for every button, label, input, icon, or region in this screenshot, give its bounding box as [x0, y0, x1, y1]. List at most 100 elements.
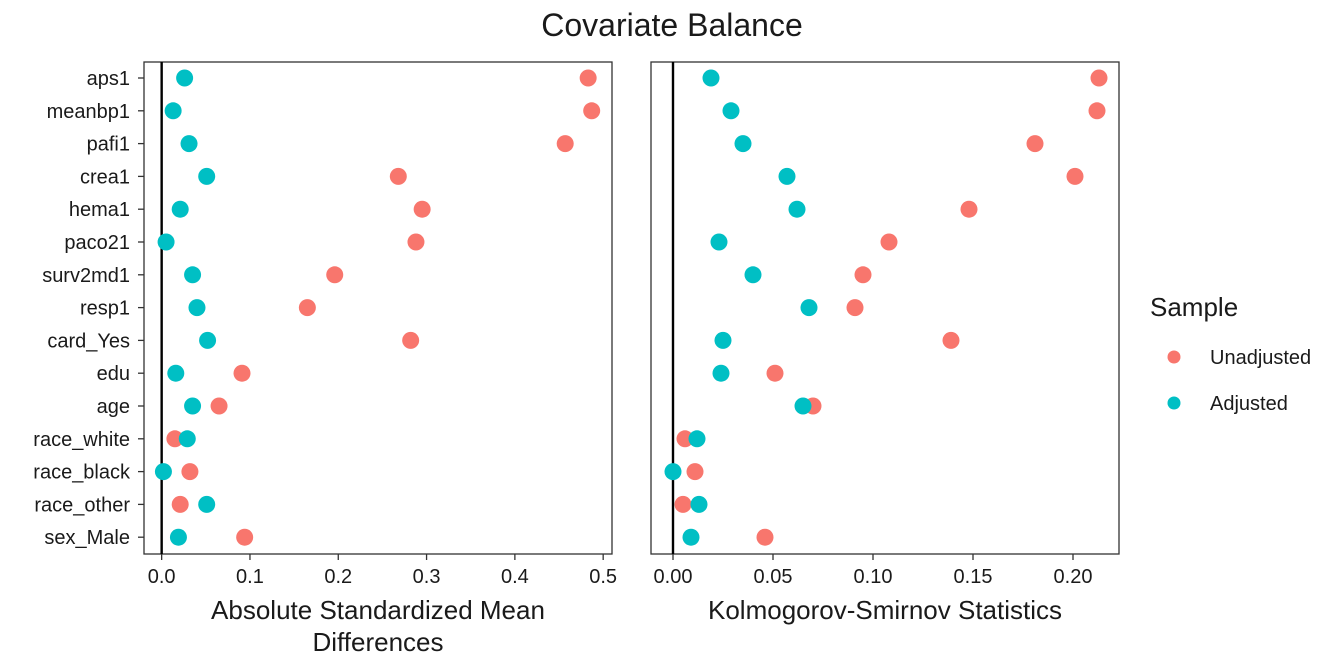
x-tick-label: 0.20 — [1054, 566, 1093, 588]
point-adjusted-pafi1 — [734, 135, 752, 153]
y-tick-label: aps1 — [87, 68, 130, 90]
point-adjusted-race_black — [154, 463, 172, 481]
point-unadjusted-race_white — [676, 430, 694, 448]
point-adjusted-hema1 — [788, 200, 806, 218]
x-tick-label: 0.5 — [589, 566, 617, 588]
y-tick-label: surv2md1 — [42, 265, 130, 287]
y-tick-label: race_white — [33, 429, 130, 451]
point-unadjusted-sex_Male — [236, 528, 254, 546]
y-tick-label: resp1 — [80, 298, 130, 320]
point-adjusted-crea1 — [778, 167, 796, 185]
y-tick-label: paco21 — [64, 232, 130, 254]
point-unadjusted-edu — [233, 364, 251, 382]
panel-1: aps1 meanbp1 pafi1 crea1 hema1 paco21 surv2md1… — [33, 61, 617, 657]
x-tick-label: 0.00 — [654, 566, 693, 588]
y-tick-label: sex_Male — [44, 527, 130, 549]
point-adjusted-aps1 — [176, 69, 194, 87]
point-unadjusted-resp1 — [846, 299, 864, 317]
point-unadjusted-race_black — [181, 463, 199, 481]
point-unadjusted-aps1 — [579, 69, 597, 87]
point-unadjusted-sex_Male — [756, 528, 774, 546]
point-adjusted-card_Yes — [199, 331, 217, 349]
point-unadjusted-paco21 — [407, 233, 425, 251]
point-unadjusted-meanbp1 — [1088, 102, 1106, 120]
y-tick-label: crea1 — [80, 166, 130, 188]
point-adjusted-aps1 — [702, 69, 720, 87]
point-adjusted-age — [184, 397, 202, 415]
point-unadjusted-hema1 — [413, 200, 431, 218]
y-tick-label: race_other — [34, 494, 130, 516]
point-unadjusted-aps1 — [1090, 69, 1108, 87]
point-unadjusted-pafi1 — [556, 135, 574, 153]
panel-2: 0.00 0.05 0.10 0.15 0.20 Kolmogorov-Smirnov S… — [650, 61, 1120, 625]
point-unadjusted-crea1 — [1066, 167, 1084, 185]
point-adjusted-edu — [712, 364, 730, 382]
point-adjusted-resp1 — [188, 299, 206, 317]
point-adjusted-race_white — [688, 430, 706, 448]
point-unadjusted-surv2md1 — [854, 266, 872, 284]
y-tick-label: card_Yes — [47, 330, 130, 352]
point-adjusted-card_Yes — [714, 331, 732, 349]
point-unadjusted-card_Yes — [942, 331, 960, 349]
y-tick-label: hema1 — [69, 199, 130, 221]
point-unadjusted-age — [210, 397, 228, 415]
legend-title: Sample — [1150, 292, 1238, 322]
point-adjusted-resp1 — [800, 299, 818, 317]
chart-title: Covariate Balance — [541, 7, 802, 43]
point-unadjusted-race_other — [674, 495, 692, 513]
point-unadjusted-crea1 — [389, 167, 407, 185]
point-adjusted-race_other — [198, 495, 216, 513]
y-tick-label: age — [97, 396, 130, 418]
point-unadjusted-surv2md1 — [326, 266, 344, 284]
x-tick-label: 0.10 — [854, 566, 893, 588]
point-adjusted-edu — [167, 364, 185, 382]
point-adjusted-sex_Male — [169, 528, 187, 546]
legend-key-adjusted — [1167, 396, 1181, 410]
x-tick-label: 0.2 — [324, 566, 352, 588]
point-adjusted-race_other — [690, 495, 708, 513]
panel-border — [143, 61, 613, 555]
point-unadjusted-race_white — [166, 430, 184, 448]
y-tick-label: meanbp1 — [47, 101, 130, 123]
point-adjusted-pafi1 — [180, 135, 198, 153]
x-tick-label: 0.1 — [236, 566, 264, 588]
x-tick-label: 0.4 — [501, 566, 529, 588]
legend: Sample Unadjusted Adjusted — [1150, 292, 1311, 415]
point-adjusted-crea1 — [198, 167, 216, 185]
point-unadjusted-race_other — [171, 495, 189, 513]
point-adjusted-meanbp1 — [164, 102, 182, 120]
point-adjusted-surv2md1 — [744, 266, 762, 284]
legend-label-adjusted: Adjusted — [1210, 393, 1288, 415]
point-unadjusted-card_Yes — [402, 331, 420, 349]
legend-label-unadjusted: Unadjusted — [1210, 347, 1311, 369]
point-unadjusted-resp1 — [298, 299, 316, 317]
point-adjusted-surv2md1 — [184, 266, 202, 284]
point-unadjusted-hema1 — [960, 200, 978, 218]
point-adjusted-sex_Male — [682, 528, 700, 546]
x-tick-label: 0.05 — [754, 566, 793, 588]
point-adjusted-race_black — [664, 463, 682, 481]
point-adjusted-meanbp1 — [722, 102, 740, 120]
panel-border — [650, 61, 1120, 555]
x-tick-label: 0.0 — [148, 566, 176, 588]
point-unadjusted-edu — [766, 364, 784, 382]
point-unadjusted-race_black — [686, 463, 704, 481]
x-axis-label: Absolute Standardized Mean Differences — [211, 595, 545, 657]
point-unadjusted-paco21 — [880, 233, 898, 251]
y-tick-label: race_black — [33, 462, 131, 484]
point-adjusted-age — [794, 397, 812, 415]
y-tick-label: pafi1 — [87, 134, 130, 156]
point-unadjusted-pafi1 — [1026, 135, 1044, 153]
panels: aps1 meanbp1 pafi1 crea1 hema1 paco21 surv2md1… — [33, 61, 1120, 657]
point-adjusted-hema1 — [171, 200, 189, 218]
point-unadjusted-meanbp1 — [583, 102, 601, 120]
legend-key-unadjusted — [1167, 350, 1181, 364]
x-tick-label: 0.15 — [954, 566, 993, 588]
x-axis-label: Kolmogorov-Smirnov Statistics — [708, 595, 1062, 625]
y-tick-label: edu — [97, 363, 130, 385]
point-adjusted-paco21 — [710, 233, 728, 251]
x-tick-label: 0.3 — [413, 566, 441, 588]
point-adjusted-paco21 — [157, 233, 175, 251]
